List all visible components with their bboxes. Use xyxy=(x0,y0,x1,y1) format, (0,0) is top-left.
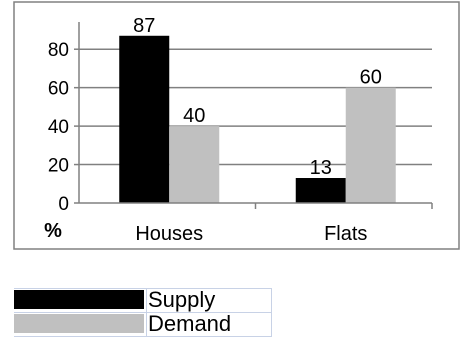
y-tick-label-0: 0 xyxy=(58,194,69,215)
bar-demand-flats xyxy=(345,87,396,203)
legend-swatch-supply xyxy=(14,290,144,309)
y-axis-label: % xyxy=(44,220,62,242)
data-label-demand-flats: 60 xyxy=(360,67,382,89)
y-tick-label-20: 20 xyxy=(48,156,69,177)
legend-swatch-demand xyxy=(14,314,144,333)
axes xyxy=(74,22,433,209)
y-tick-label-40: 40 xyxy=(48,117,69,138)
legend-label-supply: Supply xyxy=(148,287,216,312)
legend: Supply Demand xyxy=(14,288,272,337)
legend-item-demand: Demand xyxy=(14,311,272,337)
data-label-demand-houses: 40 xyxy=(183,105,205,127)
bar-demand-houses xyxy=(169,126,220,203)
data-label-supply-houses: 87 xyxy=(133,15,155,37)
x-tick-label-flats: Flats xyxy=(324,223,367,245)
bar-chart: 0 20 40 60 80 Houses 87 40 Flats 13 60 % xyxy=(13,1,460,250)
legend-item-supply: Supply xyxy=(14,288,272,313)
legend-label-demand: Demand xyxy=(148,311,232,336)
data-label-supply-flats: 13 xyxy=(310,157,332,179)
labels: 0 20 40 60 80 Houses 87 40 Flats 13 60 xyxy=(48,15,382,245)
y-tick-label-60: 60 xyxy=(48,79,69,100)
bar-supply-flats xyxy=(295,178,346,203)
bar-supply-houses xyxy=(119,35,170,204)
x-tick-label-houses: Houses xyxy=(135,223,203,245)
y-tick-label-80: 80 xyxy=(48,40,69,61)
bars xyxy=(119,35,396,204)
